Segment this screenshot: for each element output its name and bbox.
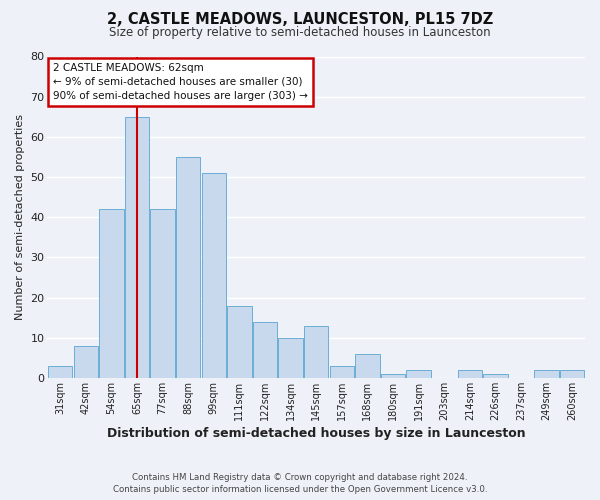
Bar — [202, 173, 226, 378]
Bar — [381, 374, 405, 378]
Bar — [151, 209, 175, 378]
Bar — [74, 346, 98, 378]
Bar — [535, 370, 559, 378]
Bar — [355, 354, 380, 378]
Bar — [227, 306, 251, 378]
Bar — [560, 370, 584, 378]
Bar — [483, 374, 508, 378]
Bar — [278, 338, 303, 378]
Text: Size of property relative to semi-detached houses in Launceston: Size of property relative to semi-detach… — [109, 26, 491, 39]
Bar — [176, 157, 200, 378]
Bar — [329, 366, 354, 378]
Bar — [125, 117, 149, 378]
Bar — [304, 326, 328, 378]
Y-axis label: Number of semi-detached properties: Number of semi-detached properties — [15, 114, 25, 320]
Bar — [406, 370, 431, 378]
Text: Contains HM Land Registry data © Crown copyright and database right 2024.
Contai: Contains HM Land Registry data © Crown c… — [113, 473, 487, 494]
Bar — [99, 209, 124, 378]
Text: 2 CASTLE MEADOWS: 62sqm
← 9% of semi-detached houses are smaller (30)
90% of sem: 2 CASTLE MEADOWS: 62sqm ← 9% of semi-det… — [53, 63, 308, 101]
Bar — [48, 366, 73, 378]
Bar — [253, 322, 277, 378]
Bar — [458, 370, 482, 378]
X-axis label: Distribution of semi-detached houses by size in Launceston: Distribution of semi-detached houses by … — [107, 427, 526, 440]
Text: 2, CASTLE MEADOWS, LAUNCESTON, PL15 7DZ: 2, CASTLE MEADOWS, LAUNCESTON, PL15 7DZ — [107, 12, 493, 28]
